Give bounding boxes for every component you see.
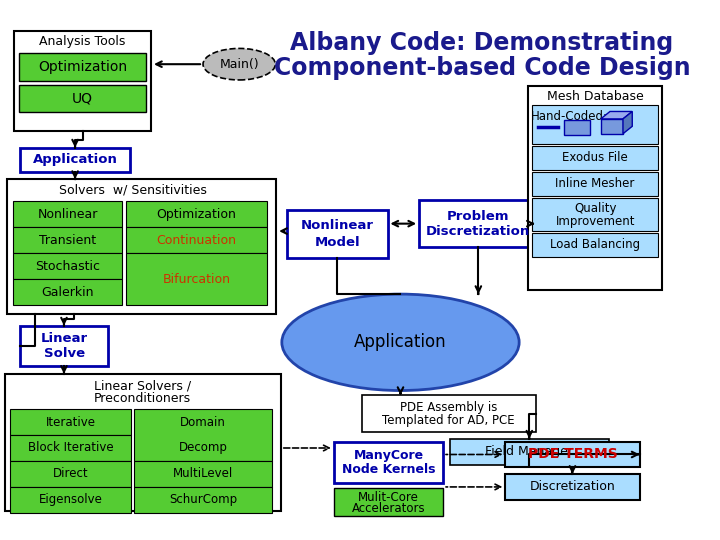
Text: Bifurcation: Bifurcation bbox=[163, 273, 230, 286]
Bar bbox=[10, 487, 131, 513]
Text: Block Iterative: Block Iterative bbox=[27, 442, 113, 455]
Polygon shape bbox=[600, 111, 632, 119]
Text: UQ: UQ bbox=[72, 91, 93, 105]
Text: Direct: Direct bbox=[53, 468, 89, 481]
Text: Iterative: Iterative bbox=[45, 416, 96, 429]
Bar bbox=[126, 201, 267, 227]
Bar bbox=[419, 200, 538, 247]
Text: Solvers  w/ Sensitivities: Solvers w/ Sensitivities bbox=[58, 184, 207, 197]
Bar bbox=[361, 395, 536, 432]
Text: Application: Application bbox=[354, 333, 447, 352]
Text: Nonlinear: Nonlinear bbox=[37, 208, 98, 221]
Bar bbox=[10, 435, 131, 461]
Bar bbox=[126, 227, 267, 253]
Bar bbox=[13, 253, 122, 279]
Bar bbox=[564, 120, 590, 134]
Bar bbox=[13, 279, 122, 305]
Bar bbox=[4, 374, 281, 511]
Bar bbox=[135, 461, 271, 487]
Text: Discretization: Discretization bbox=[426, 225, 531, 238]
Bar bbox=[126, 253, 267, 305]
Text: Stochastic: Stochastic bbox=[35, 260, 100, 273]
Text: Linear Solvers /: Linear Solvers / bbox=[94, 380, 192, 393]
Bar bbox=[334, 488, 443, 516]
Ellipse shape bbox=[282, 294, 519, 390]
Bar bbox=[532, 172, 658, 196]
Bar bbox=[13, 201, 122, 227]
Bar bbox=[334, 442, 443, 483]
Text: PDE Assembly is: PDE Assembly is bbox=[400, 401, 498, 414]
Text: Inline Mesher: Inline Mesher bbox=[556, 177, 635, 190]
Text: Main(): Main() bbox=[220, 58, 259, 71]
Text: Templated for AD, PCE: Templated for AD, PCE bbox=[382, 414, 515, 427]
Bar bbox=[135, 409, 271, 461]
Text: Linear: Linear bbox=[41, 332, 88, 345]
Text: Quality: Quality bbox=[574, 202, 616, 215]
Polygon shape bbox=[623, 111, 632, 134]
Text: Exodus File: Exodus File bbox=[562, 151, 628, 164]
Bar bbox=[20, 147, 130, 172]
Text: Mulit-Core: Mulit-Core bbox=[358, 491, 419, 504]
Bar bbox=[532, 146, 658, 170]
Text: Accelerators: Accelerators bbox=[351, 502, 426, 515]
Bar bbox=[7, 179, 276, 314]
Text: Domain: Domain bbox=[180, 416, 226, 429]
Text: Nonlinear: Nonlinear bbox=[301, 219, 374, 232]
Text: Albany Code: Demonstrating: Albany Code: Demonstrating bbox=[290, 31, 674, 55]
Bar bbox=[14, 31, 151, 131]
Text: Galerkin: Galerkin bbox=[42, 286, 94, 299]
Text: PDE TERMS: PDE TERMS bbox=[528, 448, 617, 462]
Text: Solve: Solve bbox=[44, 347, 85, 360]
Bar bbox=[449, 438, 609, 465]
Text: Preconditioners: Preconditioners bbox=[94, 393, 192, 406]
Polygon shape bbox=[600, 119, 623, 134]
Text: Component-based Code Design: Component-based Code Design bbox=[274, 56, 690, 80]
Bar bbox=[505, 474, 639, 500]
Text: Load Balancing: Load Balancing bbox=[550, 239, 640, 252]
Bar bbox=[10, 461, 131, 487]
Text: Improvement: Improvement bbox=[555, 215, 635, 228]
Text: Transient: Transient bbox=[39, 234, 96, 247]
Bar bbox=[20, 326, 109, 367]
Text: Problem: Problem bbox=[447, 210, 510, 222]
Text: Model: Model bbox=[315, 235, 360, 249]
Text: Analysis Tools: Analysis Tools bbox=[40, 36, 126, 49]
Bar bbox=[19, 85, 145, 112]
Text: Mesh Database: Mesh Database bbox=[546, 90, 644, 103]
Text: Optimization: Optimization bbox=[157, 208, 236, 221]
Text: ManyCore: ManyCore bbox=[354, 449, 423, 462]
Text: SchurComp: SchurComp bbox=[169, 494, 237, 507]
Bar bbox=[287, 210, 387, 258]
Text: Hand-Coded:: Hand-Coded: bbox=[531, 110, 608, 123]
Bar bbox=[19, 53, 145, 81]
Bar bbox=[13, 227, 122, 253]
Ellipse shape bbox=[203, 49, 275, 80]
Bar bbox=[532, 198, 658, 231]
Text: Discretization: Discretization bbox=[530, 481, 616, 494]
Text: Application: Application bbox=[32, 153, 117, 166]
Bar bbox=[10, 409, 131, 435]
Text: Node Kernels: Node Kernels bbox=[342, 463, 435, 476]
Text: Decomp: Decomp bbox=[179, 442, 228, 455]
Bar bbox=[532, 233, 658, 257]
Bar bbox=[528, 86, 662, 291]
Bar bbox=[532, 105, 658, 144]
Bar bbox=[135, 487, 271, 513]
Text: MultiLevel: MultiLevel bbox=[173, 468, 233, 481]
Bar bbox=[505, 442, 639, 468]
Text: Optimization: Optimization bbox=[38, 60, 127, 74]
Text: Field Manager: Field Manager bbox=[485, 445, 573, 458]
Text: Eigensolve: Eigensolve bbox=[38, 494, 102, 507]
Text: Continuation: Continuation bbox=[156, 234, 237, 247]
